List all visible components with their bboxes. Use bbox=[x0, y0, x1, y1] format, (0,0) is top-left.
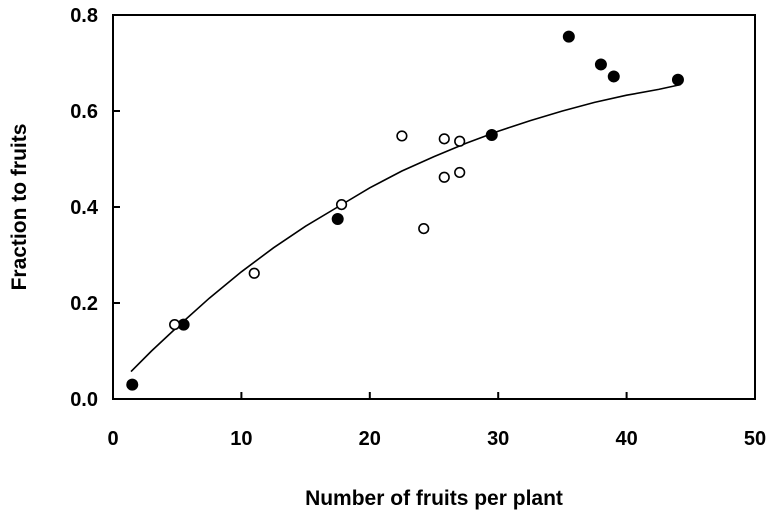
filled-point bbox=[331, 213, 344, 225]
axis-ticks bbox=[112, 14, 756, 400]
open-point bbox=[335, 199, 348, 211]
filled-point bbox=[562, 30, 575, 43]
y-tick-labels: 0.0 0.2 0.4 0.6 0.8 bbox=[70, 5, 99, 411]
open-point bbox=[418, 223, 430, 235]
x-tick-labels: 0 10 20 30 40 50 bbox=[107, 428, 766, 450]
y-axis-label: Fraction to fruits bbox=[8, 124, 31, 291]
x-tick-label: 10 bbox=[230, 428, 252, 450]
open-point bbox=[454, 166, 466, 179]
filled-point bbox=[126, 378, 139, 391]
fit-curve bbox=[130, 83, 681, 373]
filled-point bbox=[594, 58, 607, 71]
x-axis-label: Number of fruits per plant bbox=[305, 487, 563, 510]
open-point bbox=[396, 130, 408, 142]
open-point bbox=[438, 133, 450, 145]
y-tick-label: 0.4 bbox=[70, 197, 99, 219]
open-point bbox=[248, 267, 260, 279]
y-tick-label: 0.8 bbox=[70, 5, 98, 27]
plot-frame bbox=[112, 14, 756, 400]
x-tick-label: 40 bbox=[615, 428, 637, 450]
open-point bbox=[169, 319, 181, 331]
x-tick-label: 30 bbox=[487, 428, 509, 450]
filled-point bbox=[485, 129, 498, 141]
x-tick-label: 20 bbox=[359, 428, 381, 450]
y-tick-label: 0.2 bbox=[70, 293, 98, 315]
open-point bbox=[454, 135, 466, 147]
filled-point bbox=[607, 70, 620, 83]
filled-point bbox=[671, 73, 684, 86]
x-tick-label: 50 bbox=[744, 428, 766, 450]
x-tick-label: 0 bbox=[107, 428, 118, 450]
y-tick-label: 0.6 bbox=[70, 101, 98, 123]
open-point bbox=[438, 171, 450, 183]
y-tick-label: 0.0 bbox=[70, 389, 98, 411]
data-points bbox=[126, 30, 684, 391]
